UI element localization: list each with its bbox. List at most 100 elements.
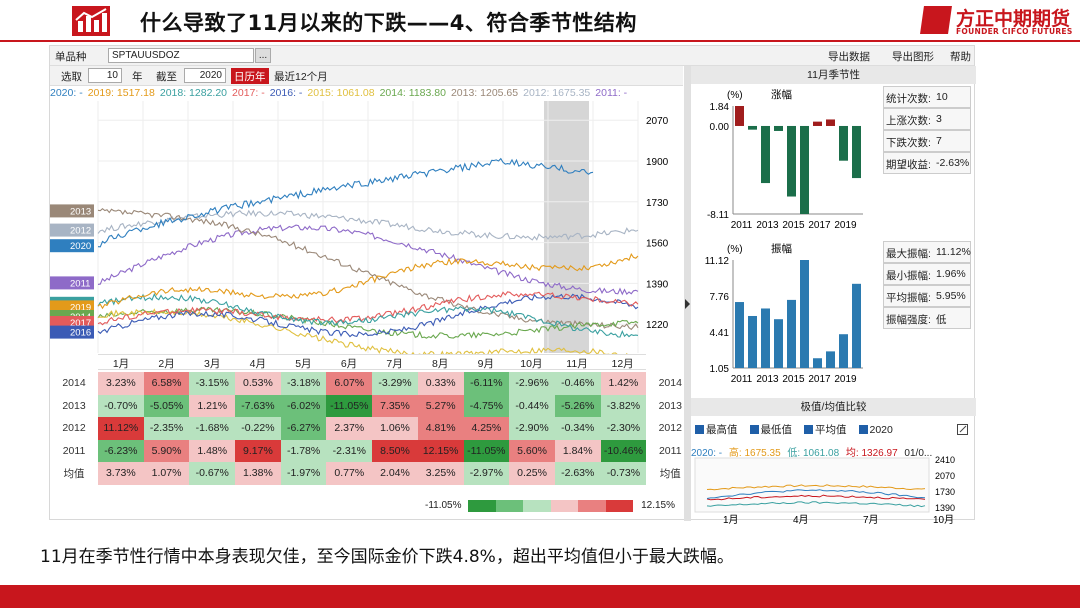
return-cell[interactable]: -4.75%: [463, 394, 510, 417]
return-cell[interactable]: 5.27%: [417, 394, 464, 417]
return-cell[interactable]: 0.25%: [509, 462, 555, 485]
return-cell[interactable]: 1.42%: [600, 372, 647, 395]
return-cell[interactable]: -7.63%: [235, 394, 281, 417]
return-cell[interactable]: -0.73%: [600, 462, 647, 485]
y-tick-label: 1.84: [710, 102, 730, 113]
stat-row: 期望收益: -2.63%: [883, 152, 971, 174]
return-cell[interactable]: -2.96%: [509, 372, 555, 395]
series-tag-label: 2011: [70, 278, 90, 289]
x-tick-label: 2015: [782, 374, 805, 385]
scale-min: -11.05%: [425, 500, 462, 511]
return-cell[interactable]: -10.46%: [600, 439, 647, 462]
return-cell[interactable]: 12.15%: [417, 439, 464, 462]
help-button[interactable]: 帮助: [950, 51, 971, 63]
return-cell[interactable]: 1.84%: [554, 439, 601, 462]
calendar-year-button[interactable]: 日历年: [231, 68, 269, 84]
return-cell[interactable]: -0.67%: [189, 462, 236, 485]
return-cell[interactable]: 4.81%: [417, 417, 464, 440]
return-cell[interactable]: -1.68%: [189, 417, 236, 440]
return-cell[interactable]: -5.26%: [554, 394, 601, 417]
return-cell[interactable]: -0.70%: [98, 394, 144, 417]
legend-item-2011[interactable]: 2011: -: [595, 87, 628, 99]
stat-row: 下跌次数: 7: [883, 130, 971, 152]
return-cell[interactable]: -11.05%: [326, 394, 373, 417]
return-cell[interactable]: 0.77%: [326, 462, 373, 485]
table-row: 2013 -0.70% -5.05% 1.21% -7.63% -6.02% -11.05%…: [50, 394, 694, 417]
last-12-months-button[interactable]: 最近12个月: [274, 71, 328, 83]
symbol-input[interactable]: SPTAUUSDOZ: [108, 48, 254, 63]
return-cell[interactable]: -2.90%: [509, 417, 555, 440]
return-cell[interactable]: 7.35%: [372, 394, 418, 417]
bar-2011: [735, 302, 744, 368]
return-cell[interactable]: -2.63%: [554, 462, 601, 485]
return-cell[interactable]: 1.21%: [189, 394, 236, 417]
export-chart-button[interactable]: 导出图形: [892, 51, 934, 63]
legend-item-2018[interactable]: 2018: 1282.20: [159, 87, 228, 99]
return-cell[interactable]: 11.12%: [98, 417, 144, 440]
return-cell[interactable]: -0.46%: [554, 372, 601, 395]
return-cell[interactable]: 4.25%: [463, 417, 510, 440]
return-cell[interactable]: 6.07%: [326, 372, 373, 395]
table-row: 2014 3.23% 6.58% -3.15% 0.53% -3.18% 6.07% -3.2…: [50, 372, 694, 395]
return-cell[interactable]: -3.82%: [600, 394, 647, 417]
legend-item-2012[interactable]: 2012: 1675.35: [523, 87, 591, 99]
series-tag-label: 2020: [70, 241, 91, 252]
return-cell[interactable]: -2.97%: [463, 462, 510, 485]
return-cell[interactable]: 5.60%: [509, 439, 555, 462]
return-cell[interactable]: 1.06%: [372, 417, 418, 440]
return-cell[interactable]: -1.78%: [280, 439, 327, 462]
years-input[interactable]: 10: [88, 68, 122, 83]
return-cell[interactable]: -0.34%: [554, 417, 601, 440]
legend-item-2016[interactable]: 2016: -: [269, 87, 303, 99]
return-cell[interactable]: -3.18%: [280, 372, 327, 395]
month-label: 11月: [566, 358, 588, 370]
panel-splitter[interactable]: [684, 66, 691, 521]
legend-item-2013[interactable]: 2013: 1205.65: [450, 87, 519, 99]
browse-button[interactable]: ...: [255, 48, 271, 63]
return-cell[interactable]: -6.11%: [463, 372, 510, 395]
return-cell[interactable]: 3.23%: [98, 372, 144, 395]
series-tag-2020: [50, 239, 94, 253]
return-cell[interactable]: -3.29%: [372, 372, 418, 395]
return-cell[interactable]: -1.97%: [280, 462, 327, 485]
return-cell[interactable]: 1.48%: [189, 439, 236, 462]
november-highlight: [544, 101, 589, 353]
legend-item-2019[interactable]: 2019: 1517.18: [87, 87, 155, 99]
return-cell[interactable]: 0.33%: [417, 372, 464, 395]
return-cell[interactable]: 5.90%: [143, 439, 190, 462]
return-cell[interactable]: -2.35%: [143, 417, 190, 440]
checkbox-2[interactable]: 平均值: [804, 424, 847, 436]
return-cell[interactable]: -2.31%: [326, 439, 373, 462]
return-cell[interactable]: -0.44%: [509, 394, 555, 417]
return-cell[interactable]: 3.73%: [98, 462, 144, 485]
return-cell[interactable]: -6.23%: [98, 439, 144, 462]
return-cell[interactable]: -3.15%: [189, 372, 236, 395]
return-cell[interactable]: 8.50%: [372, 439, 418, 462]
return-cell[interactable]: -6.02%: [280, 394, 327, 417]
checkbox-1[interactable]: 最低值: [749, 424, 792, 436]
month-label: 1月: [112, 358, 130, 370]
return-cell[interactable]: -0.22%: [235, 417, 281, 440]
return-cell[interactable]: -2.30%: [600, 417, 647, 440]
return-cell[interactable]: 6.58%: [143, 372, 190, 395]
return-cell[interactable]: -5.05%: [143, 394, 190, 417]
return-cell[interactable]: -6.27%: [280, 417, 327, 440]
return-cell[interactable]: -11.05%: [463, 439, 510, 462]
return-cell[interactable]: 2.37%: [326, 417, 373, 440]
legend-item-2014[interactable]: 2014: 1183.80: [379, 87, 446, 99]
legend-item-2015[interactable]: 2015: 1061.08: [307, 87, 375, 99]
return-cell[interactable]: 9.17%: [235, 439, 281, 462]
checkbox-0[interactable]: 最高值: [695, 424, 738, 436]
legend-item-2017[interactable]: 2017: -: [232, 87, 265, 99]
until-year-input[interactable]: 2020: [184, 68, 226, 83]
legend-item-2020[interactable]: 2020: -: [50, 87, 83, 99]
export-icon[interactable]: [957, 424, 968, 435]
return-cell[interactable]: 0.53%: [235, 372, 281, 395]
return-cell[interactable]: 3.25%: [417, 462, 464, 485]
return-cell[interactable]: 1.07%: [143, 462, 190, 485]
return-cell[interactable]: 2.04%: [372, 462, 418, 485]
checkbox-3[interactable]: 2020: [858, 424, 893, 436]
bar-2020: [852, 125, 861, 179]
export-data-button[interactable]: 导出数据: [828, 51, 870, 63]
return-cell[interactable]: 1.38%: [235, 462, 281, 485]
